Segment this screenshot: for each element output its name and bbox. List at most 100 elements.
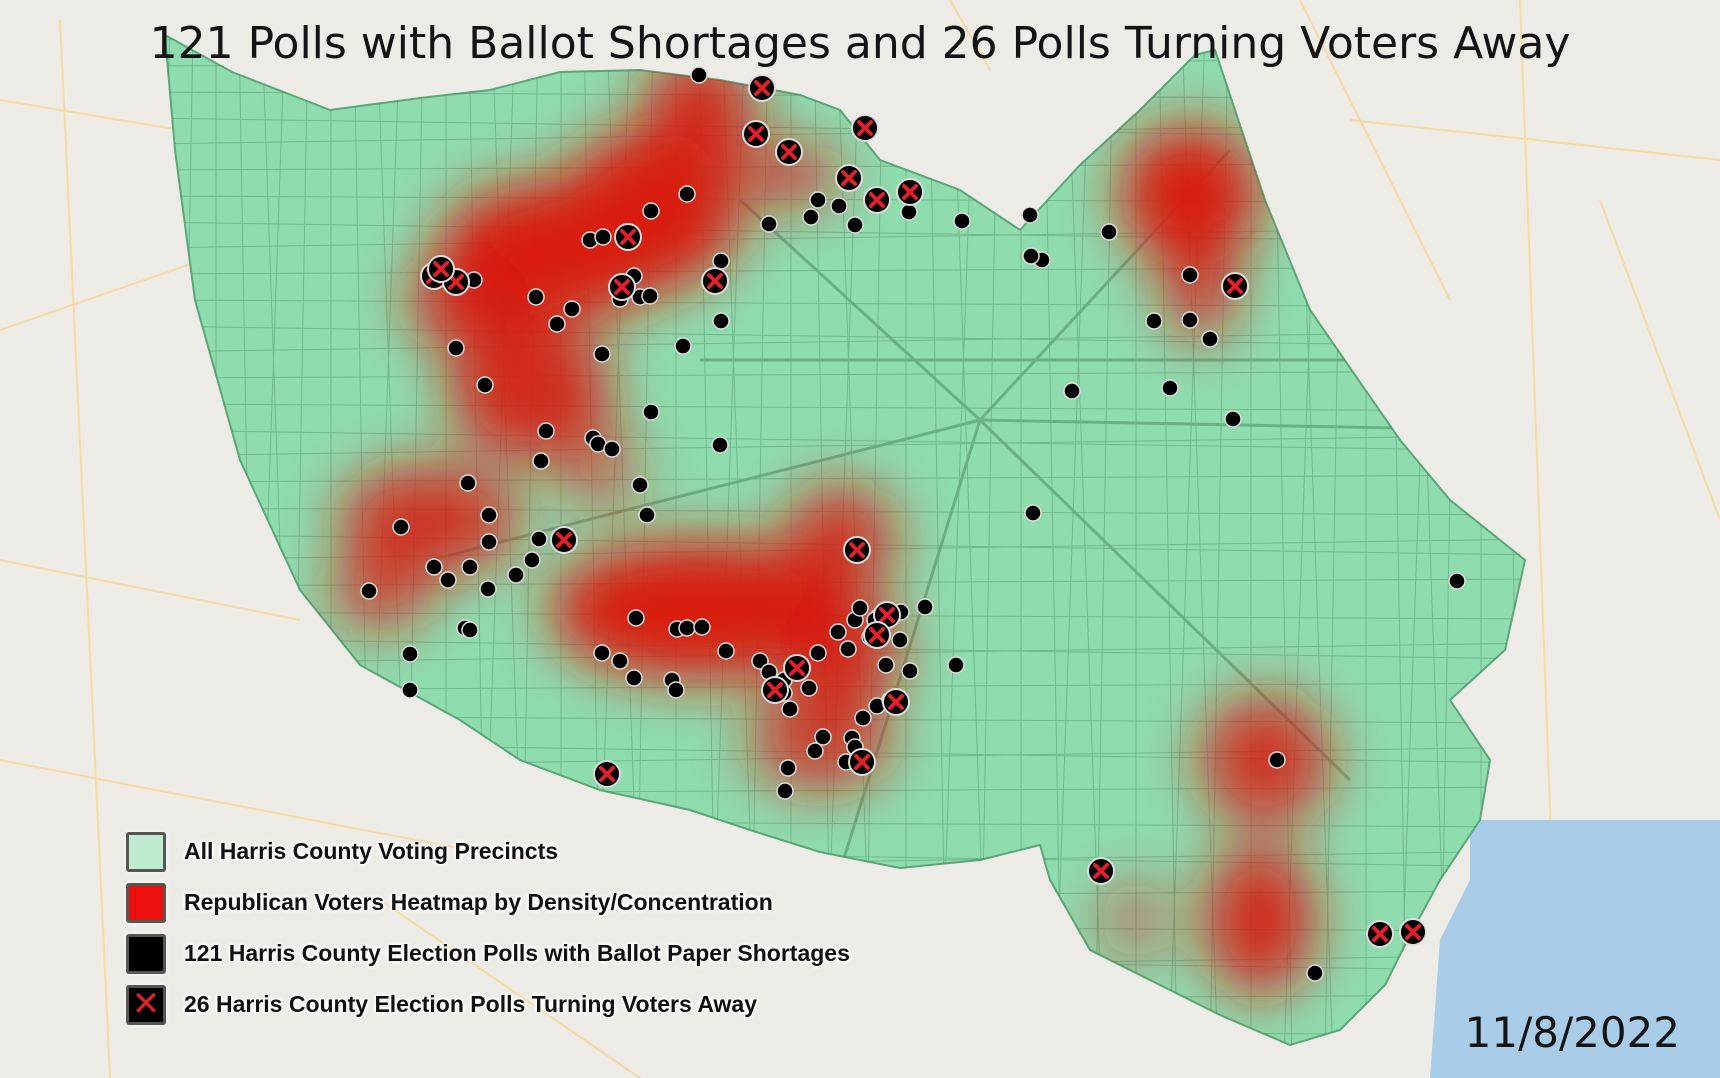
poll-dot-icon[interactable] <box>642 403 660 421</box>
poll-dot-icon[interactable] <box>877 656 895 674</box>
poll-dot-icon[interactable] <box>760 215 778 233</box>
poll-dot-icon[interactable] <box>947 656 965 674</box>
poll-dot-icon[interactable] <box>532 452 550 470</box>
poll-dot-icon[interactable] <box>1201 330 1219 348</box>
poll-dot-icon[interactable] <box>891 631 909 649</box>
poll-dot-icon[interactable] <box>425 558 443 576</box>
poll-dot-icon[interactable] <box>779 759 797 777</box>
poll-dot-icon[interactable] <box>1224 410 1242 428</box>
poll-dot-icon[interactable] <box>1063 382 1081 400</box>
red-x-icon[interactable] <box>775 138 803 166</box>
poll-dot-icon[interactable] <box>1268 751 1286 769</box>
poll-dot-icon[interactable] <box>476 376 494 394</box>
poll-dot-icon[interactable] <box>360 582 378 600</box>
poll-dot-icon[interactable] <box>693 618 711 636</box>
poll-dot-icon[interactable] <box>814 728 832 746</box>
red-x-icon[interactable] <box>550 526 578 554</box>
red-x-icon[interactable] <box>851 114 879 142</box>
red-x-icon[interactable] <box>1366 920 1394 948</box>
poll-dot-icon[interactable] <box>900 203 918 221</box>
poll-dot-icon[interactable] <box>447 339 465 357</box>
poll-dot-icon[interactable] <box>480 533 498 551</box>
poll-dot-icon[interactable] <box>548 315 566 333</box>
poll-dot-icon[interactable] <box>1100 223 1118 241</box>
red-x-icon[interactable] <box>783 654 811 682</box>
poll-dot-icon[interactable] <box>459 474 477 492</box>
red-x-icon[interactable] <box>835 164 863 192</box>
poll-dot-icon[interactable] <box>1181 266 1199 284</box>
poll-dot-icon[interactable] <box>523 551 541 569</box>
poll-dot-icon[interactable] <box>667 681 685 699</box>
red-x-icon[interactable] <box>427 255 455 283</box>
poll-dot-icon[interactable] <box>479 580 497 598</box>
poll-dot-icon[interactable] <box>1306 964 1324 982</box>
poll-dot-icon[interactable] <box>690 66 708 84</box>
poll-dot-icon[interactable] <box>851 599 869 617</box>
poll-dot-icon[interactable] <box>537 422 555 440</box>
poll-dot-icon[interactable] <box>829 623 847 641</box>
red-x-icon[interactable] <box>748 74 776 102</box>
red-x-icon[interactable] <box>701 267 729 295</box>
poll-dot-icon[interactable] <box>846 216 864 234</box>
poll-dot-icon[interactable] <box>1021 206 1039 224</box>
red-x-icon[interactable] <box>896 178 924 206</box>
poll-dot-icon[interactable] <box>593 644 611 662</box>
red-x-icon[interactable] <box>608 273 636 301</box>
poll-dot-icon[interactable] <box>1448 572 1466 590</box>
poll-dot-icon[interactable] <box>674 337 692 355</box>
poll-dot-icon[interactable] <box>631 476 649 494</box>
poll-dot-icon[interactable] <box>638 506 656 524</box>
poll-dot-icon[interactable] <box>712 312 730 330</box>
poll-dot-icon[interactable] <box>593 345 611 363</box>
poll-dot-icon[interactable] <box>530 530 548 548</box>
poll-dot-icon[interactable] <box>781 700 799 718</box>
poll-dot-icon[interactable] <box>611 652 629 670</box>
red-x-icon[interactable] <box>882 688 910 716</box>
poll-dot-icon[interactable] <box>627 609 645 627</box>
poll-dot-icon[interactable] <box>401 645 419 663</box>
poll-dot-icon[interactable] <box>641 287 659 305</box>
poll-dot-icon[interactable] <box>527 288 545 306</box>
poll-dot-icon[interactable] <box>830 197 848 215</box>
poll-dot-icon[interactable] <box>603 440 621 458</box>
poll-dot-icon[interactable] <box>1145 312 1163 330</box>
poll-dot-icon[interactable] <box>776 782 794 800</box>
poll-dot-icon[interactable] <box>802 208 820 226</box>
red-x-icon[interactable] <box>863 186 891 214</box>
poll-dot-icon[interactable] <box>642 202 660 220</box>
poll-dot-icon[interactable] <box>839 640 857 658</box>
red-x-icon[interactable] <box>1087 857 1115 885</box>
poll-dot-icon[interactable] <box>806 742 824 760</box>
poll-dot-icon[interactable] <box>1161 379 1179 397</box>
poll-dot-icon[interactable] <box>461 558 479 576</box>
poll-dot-icon[interactable] <box>392 518 410 536</box>
red-x-icon[interactable] <box>742 120 770 148</box>
poll-dot-icon[interactable] <box>625 669 643 687</box>
red-x-icon[interactable] <box>593 760 621 788</box>
poll-dot-icon[interactable] <box>678 619 696 637</box>
red-x-icon[interactable] <box>1399 918 1427 946</box>
red-x-icon[interactable] <box>1221 272 1249 300</box>
poll-dot-icon[interactable] <box>712 252 730 270</box>
poll-dot-icon[interactable] <box>809 191 827 209</box>
red-x-icon[interactable] <box>843 536 871 564</box>
poll-dot-icon[interactable] <box>1024 504 1042 522</box>
poll-dot-icon[interactable] <box>711 436 729 454</box>
poll-dot-icon[interactable] <box>1181 311 1199 329</box>
red-x-icon[interactable] <box>761 676 789 704</box>
poll-dot-icon[interactable] <box>717 642 735 660</box>
poll-dot-icon[interactable] <box>800 679 818 697</box>
red-x-icon[interactable] <box>848 748 876 776</box>
poll-dot-icon[interactable] <box>563 300 581 318</box>
poll-dot-icon[interactable] <box>507 566 525 584</box>
poll-dot-icon[interactable] <box>953 212 971 230</box>
poll-dot-icon[interactable] <box>678 185 696 203</box>
red-x-icon[interactable] <box>863 621 891 649</box>
poll-dot-icon[interactable] <box>809 644 827 662</box>
red-x-icon[interactable] <box>614 223 642 251</box>
poll-dot-icon[interactable] <box>916 598 934 616</box>
poll-dot-icon[interactable] <box>401 681 419 699</box>
poll-dot-icon[interactable] <box>594 228 612 246</box>
poll-dot-icon[interactable] <box>439 571 457 589</box>
